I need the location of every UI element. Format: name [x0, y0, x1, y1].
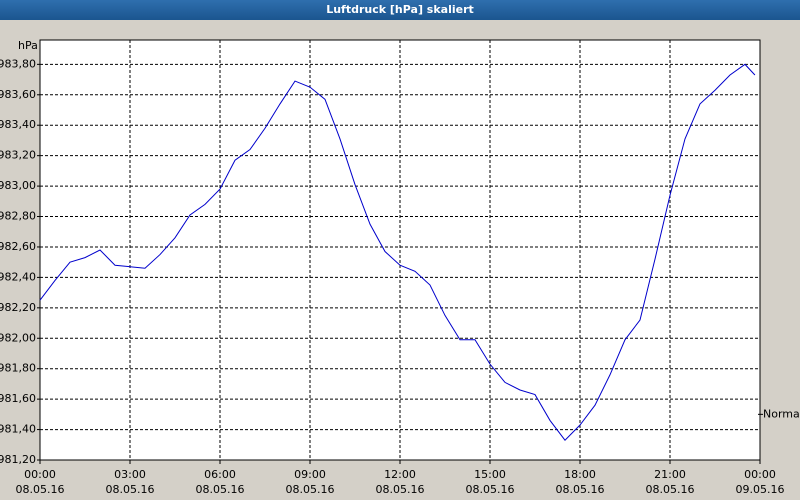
y-tick-label: 983,20: [0, 149, 36, 162]
y-tick-label: 982,40: [0, 270, 36, 283]
y-tick-label: 983,40: [0, 118, 36, 131]
annotation: Normal: [763, 407, 800, 420]
x-tick-label: 09:00 08.05.16: [285, 468, 335, 496]
x-tick-label: 12:00 08.05.16: [375, 468, 425, 496]
y-tick-label: 982,60: [0, 240, 36, 253]
title-bar: Luftdruck [hPa] skaliert: [0, 0, 800, 20]
x-tick-label: 00:00 08.05.16: [15, 468, 65, 496]
x-tick-label: 18:00 08.05.16: [555, 468, 605, 496]
y-tick-label: 983,60: [0, 88, 36, 101]
x-tick-label: 03:00 08.05.16: [105, 468, 155, 496]
x-tick-label: 15:00 08.05.16: [465, 468, 515, 496]
x-tick-label: 06:00 08.05.16: [195, 468, 245, 496]
y-tick-label: 981,20: [0, 453, 36, 466]
y-tick-label: 982,00: [0, 331, 36, 344]
y-axis-label: hPa: [18, 39, 38, 52]
y-tick-label: 981,40: [0, 423, 36, 436]
x-tick-label: 21:00 08.05.16: [645, 468, 695, 496]
y-tick-label: 983,80: [0, 57, 36, 70]
y-tick-label: 982,20: [0, 301, 36, 314]
y-tick-label: 981,80: [0, 362, 36, 375]
y-tick-label: 981,60: [0, 392, 36, 405]
line: [39, 63, 756, 441]
y-tick-label: 982,80: [0, 210, 36, 223]
x-tick-label: 00:00 09.05.16: [735, 468, 785, 496]
y-tick-label: 983,00: [0, 179, 36, 192]
